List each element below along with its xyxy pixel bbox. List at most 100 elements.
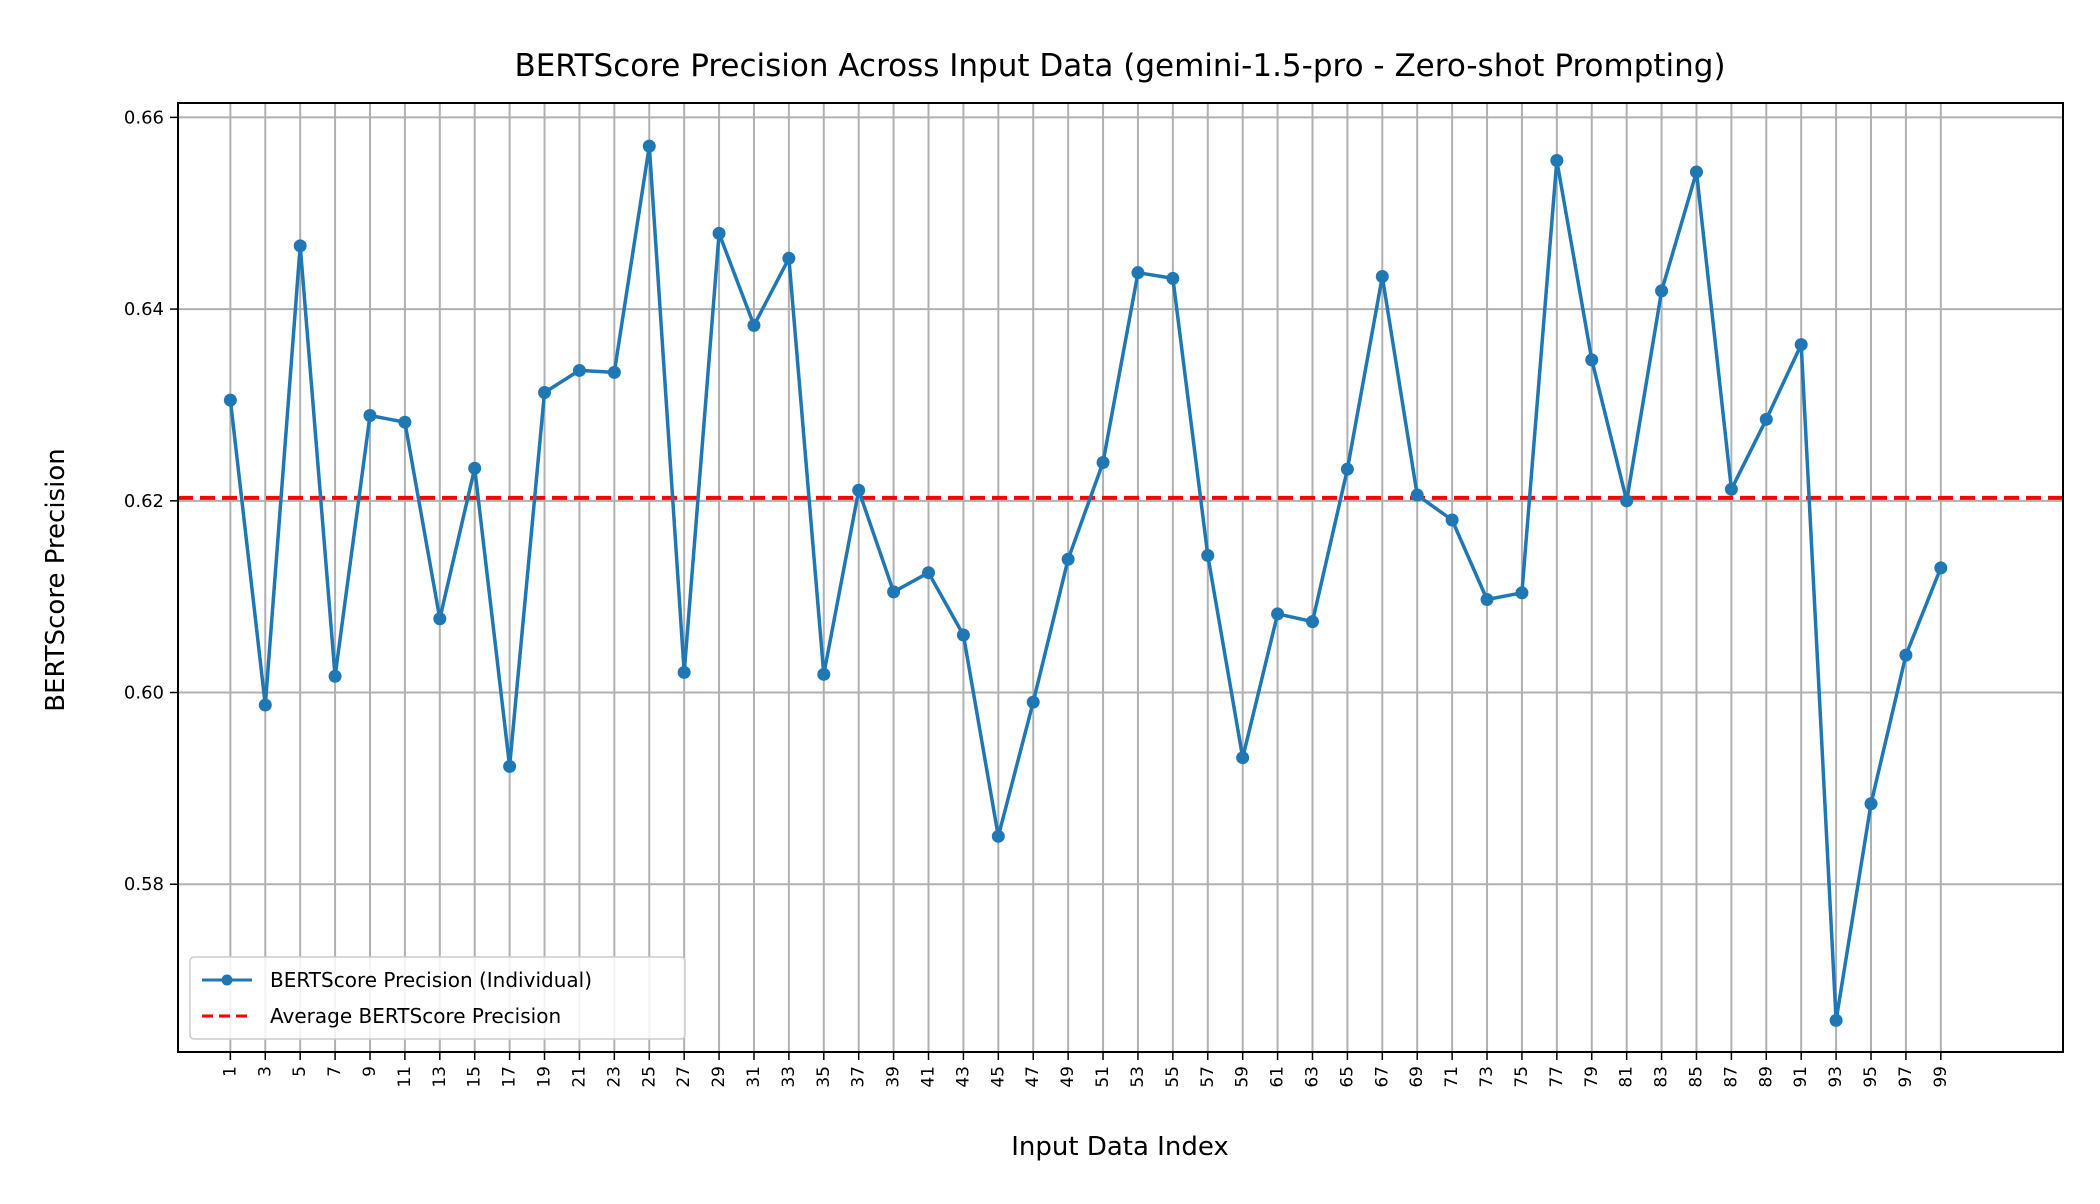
ticks: 1 3 5 7 9 11 13 15 17 19 21 23 25 27 29 31 33 35 37 39 41 43 4… <box>124 107 1951 1087</box>
data-point <box>1829 1013 1843 1027</box>
y-axis-label: BERTScore Precision <box>41 448 71 711</box>
data-point <box>782 251 796 265</box>
series-line-individual <box>228 144 1943 1023</box>
x-tick-label: 81 <box>1617 1066 1637 1088</box>
legend-box <box>189 956 686 1040</box>
x-tick-label: 61 <box>1268 1066 1288 1088</box>
x-tick-label: 43 <box>953 1066 973 1088</box>
data-point <box>1131 266 1145 280</box>
legend-marker-individual <box>221 974 233 986</box>
data-point <box>1794 338 1808 352</box>
x-axis-label: Input Data Index <box>1011 1132 1229 1162</box>
data-point <box>468 461 482 475</box>
data-point <box>1585 353 1599 367</box>
x-tick-label: 83 <box>1652 1066 1672 1088</box>
legend-label-average: Average BERTScore Precision <box>270 1004 561 1028</box>
x-tick-label: 35 <box>814 1066 834 1088</box>
data-point <box>1201 548 1215 562</box>
series-layer <box>223 139 1948 1027</box>
data-point <box>1864 797 1878 811</box>
data-point <box>1620 494 1634 508</box>
x-tick-label: 5 <box>290 1066 310 1077</box>
x-tick-label: 99 <box>1931 1066 1951 1088</box>
y-tick-label: 0.66 <box>124 107 164 128</box>
data-point <box>607 365 621 379</box>
data-point <box>1271 607 1285 621</box>
data-point <box>817 667 831 681</box>
data-point <box>572 363 586 377</box>
y-tick-label: 0.62 <box>124 491 164 512</box>
x-tick-label: 15 <box>465 1066 485 1088</box>
x-tick-label: 39 <box>884 1066 904 1088</box>
x-tick-label: 79 <box>1582 1066 1602 1088</box>
x-tick-label: 25 <box>639 1066 659 1088</box>
x-tick-label: 19 <box>535 1066 555 1088</box>
x-tick-label: 49 <box>1058 1066 1078 1088</box>
plot-frame <box>177 102 2064 1053</box>
x-tick-label: 17 <box>500 1066 520 1088</box>
x-tick-label: 13 <box>430 1066 450 1088</box>
data-point <box>1340 462 1354 476</box>
data-point <box>922 566 936 580</box>
data-point <box>1689 165 1703 179</box>
x-tick-label: 77 <box>1547 1066 1567 1088</box>
data-point <box>1026 695 1040 709</box>
data-point <box>1655 284 1669 298</box>
data-point <box>223 393 237 407</box>
x-tick-label: 59 <box>1233 1066 1253 1088</box>
x-tick-label: 27 <box>674 1066 694 1088</box>
data-point <box>991 829 1005 843</box>
x-tick-label: 3 <box>255 1066 275 1077</box>
x-tick-label: 51 <box>1093 1066 1113 1088</box>
data-point <box>398 415 412 429</box>
x-tick-label: 53 <box>1128 1066 1148 1088</box>
data-point <box>1410 488 1424 502</box>
x-tick-label: 91 <box>1791 1066 1811 1088</box>
y-tick-label: 0.64 <box>124 299 164 320</box>
data-point <box>1061 552 1075 566</box>
x-tick-label: 75 <box>1512 1066 1532 1088</box>
data-point <box>1445 513 1459 527</box>
data-point <box>538 385 552 399</box>
data-point <box>1759 412 1773 426</box>
x-tick-label: 9 <box>360 1066 380 1077</box>
data-point <box>1934 561 1948 575</box>
legend-label-individual: BERTScore Precision (Individual) <box>270 968 592 992</box>
x-tick-label: 47 <box>1023 1066 1043 1088</box>
x-tick-label: 23 <box>604 1066 624 1088</box>
x-tick-label: 69 <box>1407 1066 1427 1088</box>
data-point <box>433 612 447 626</box>
data-point <box>1236 751 1250 765</box>
data-point <box>363 408 377 422</box>
data-point <box>328 669 342 683</box>
x-tick-label: 63 <box>1302 1066 1322 1088</box>
data-point <box>677 665 691 679</box>
x-tick-label: 41 <box>919 1066 939 1088</box>
x-tick-label: 33 <box>779 1066 799 1088</box>
data-point <box>1096 455 1110 469</box>
x-tick-label: 45 <box>988 1066 1008 1088</box>
x-tick-label: 73 <box>1477 1066 1497 1088</box>
data-point <box>852 483 866 497</box>
data-point <box>887 585 901 599</box>
chart-title: BERTScore Precision Across Input Data (g… <box>514 48 1725 84</box>
x-tick-label: 93 <box>1826 1066 1846 1088</box>
data-point <box>1480 593 1494 607</box>
data-point <box>1899 648 1913 662</box>
x-tick-label: 21 <box>569 1066 589 1088</box>
data-point <box>956 628 970 642</box>
y-tick-label: 0.58 <box>124 874 164 895</box>
x-tick-label: 57 <box>1198 1066 1218 1088</box>
x-tick-label: 89 <box>1756 1066 1776 1088</box>
data-point <box>503 759 517 773</box>
data-point <box>1375 270 1389 284</box>
data-point <box>1515 586 1529 600</box>
x-tick-label: 1 <box>220 1066 240 1077</box>
x-tick-label: 97 <box>1896 1066 1916 1088</box>
data-point <box>642 139 656 153</box>
x-tick-label: 71 <box>1442 1066 1462 1088</box>
x-tick-label: 31 <box>744 1066 764 1088</box>
x-tick-label: 55 <box>1163 1066 1183 1088</box>
